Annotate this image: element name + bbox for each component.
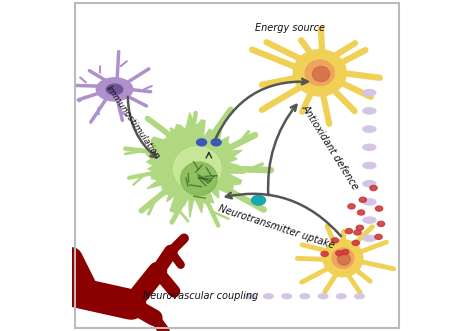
Ellipse shape <box>363 180 376 187</box>
Ellipse shape <box>321 251 328 257</box>
Ellipse shape <box>336 294 346 299</box>
Ellipse shape <box>363 144 376 151</box>
Ellipse shape <box>336 251 343 256</box>
Ellipse shape <box>211 139 221 146</box>
Ellipse shape <box>370 185 377 191</box>
Ellipse shape <box>359 197 366 202</box>
Ellipse shape <box>348 204 355 209</box>
Ellipse shape <box>305 60 334 85</box>
Text: Energy source: Energy source <box>255 23 325 33</box>
Ellipse shape <box>342 250 349 255</box>
Ellipse shape <box>332 248 354 268</box>
Ellipse shape <box>363 162 376 169</box>
Ellipse shape <box>363 217 376 223</box>
Ellipse shape <box>375 234 382 239</box>
Ellipse shape <box>377 221 384 226</box>
Ellipse shape <box>300 294 310 299</box>
Ellipse shape <box>96 78 133 101</box>
Ellipse shape <box>375 206 383 211</box>
Ellipse shape <box>252 195 265 205</box>
Text: Antioxidant defence: Antioxidant defence <box>300 103 361 192</box>
Ellipse shape <box>363 199 376 205</box>
Ellipse shape <box>363 108 376 114</box>
Ellipse shape <box>312 67 330 81</box>
Ellipse shape <box>245 294 255 299</box>
Ellipse shape <box>331 238 338 243</box>
Ellipse shape <box>363 89 376 96</box>
Ellipse shape <box>356 225 364 230</box>
Ellipse shape <box>355 294 365 299</box>
Ellipse shape <box>106 84 123 95</box>
Ellipse shape <box>173 147 221 191</box>
Ellipse shape <box>363 235 376 242</box>
Ellipse shape <box>282 294 292 299</box>
Ellipse shape <box>354 230 361 235</box>
Ellipse shape <box>293 50 346 96</box>
Ellipse shape <box>352 240 359 246</box>
Ellipse shape <box>181 162 217 195</box>
Ellipse shape <box>264 294 273 299</box>
Text: Neurotransmitter uptake: Neurotransmitter uptake <box>218 203 336 250</box>
Polygon shape <box>146 113 245 217</box>
Ellipse shape <box>197 139 207 146</box>
Ellipse shape <box>363 126 376 132</box>
Ellipse shape <box>345 229 353 234</box>
Ellipse shape <box>357 210 365 215</box>
Ellipse shape <box>318 294 328 299</box>
Ellipse shape <box>337 253 350 265</box>
Ellipse shape <box>323 240 363 277</box>
Text: Neurovascular coupling: Neurovascular coupling <box>143 291 258 301</box>
Text: Immunostimulation: Immunostimulation <box>104 84 162 161</box>
